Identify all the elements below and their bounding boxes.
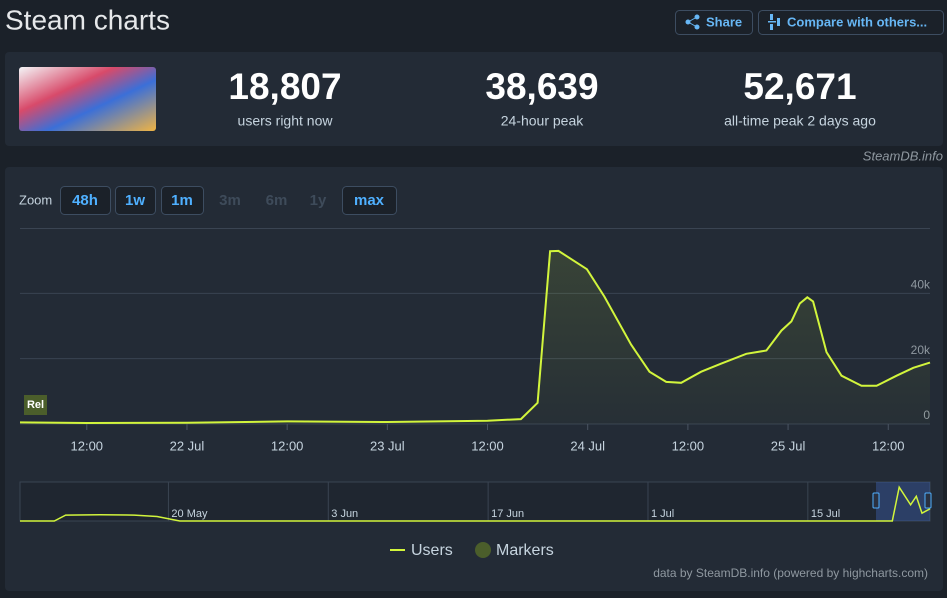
legend-label[interactable]: Users	[411, 542, 453, 559]
share-icon	[685, 14, 700, 30]
x-tick-label: 12:00	[872, 438, 905, 453]
source: SteamDB.info	[863, 148, 943, 163]
zoom-button[interactable]	[342, 186, 397, 215]
navigator-selection[interactable]	[876, 482, 930, 521]
stats-panel	[5, 52, 943, 146]
stat-value: 52,671	[743, 66, 856, 107]
navigator-tick-label: 15 Jul	[811, 508, 840, 520]
navigator-line	[20, 485, 931, 522]
share-label: Share	[706, 14, 742, 29]
zoom-button-label[interactable]: 1w	[125, 192, 145, 209]
marker-label: Rel	[27, 399, 44, 411]
navigator-tick-label: 3 Jun	[331, 508, 358, 520]
x-tick-label: 23 Jul	[370, 438, 405, 453]
area	[20, 250, 930, 424]
compare-label: Compare with others...	[787, 14, 927, 29]
credit: data by SteamDB.info (powered by highcha…	[653, 566, 928, 580]
x-tick-label: 12:00	[471, 438, 504, 453]
x-tick-label: 12:00	[672, 438, 705, 453]
x-tick-label: 12:00	[271, 438, 304, 453]
stat-label: 24-hour peak	[501, 113, 585, 129]
zoom-button-label: 1y	[310, 192, 327, 209]
zoom-button-label: 3m	[219, 192, 241, 209]
legend-symbol	[475, 542, 491, 558]
stat-label: all-time peak 2 days ago	[724, 113, 876, 129]
navigator-handle[interactable]	[872, 492, 880, 509]
zoom-button-label[interactable]: 48h	[72, 192, 98, 209]
stat-label: users right now	[238, 113, 334, 129]
navigator-tick-label: 17 Jun	[491, 508, 524, 520]
page-title: Steam charts	[5, 4, 170, 35]
stat-value: 38,639	[485, 66, 598, 107]
compare-icon	[768, 14, 780, 30]
navigator-handle[interactable]	[924, 492, 932, 509]
zoom-button[interactable]	[161, 186, 204, 215]
zoom-button-label[interactable]: max	[354, 192, 385, 209]
line	[19, 249, 931, 425]
x-tick-label: 12:00	[71, 438, 104, 453]
zoom-button-label: 6m	[266, 192, 288, 209]
legend-label[interactable]: Markers	[496, 542, 554, 559]
zoom-button[interactable]	[115, 186, 156, 215]
compare-button[interactable]	[758, 10, 944, 35]
x-tick-label: 22 Jul	[170, 438, 205, 453]
x-tick-label: 24 Jul	[570, 438, 605, 453]
y-tick-label: 40k	[911, 278, 931, 292]
navigator	[19, 481, 931, 522]
zoom-button-label[interactable]: 1m	[171, 192, 193, 209]
navigator-tick-label: 20 May	[171, 508, 208, 520]
y-tick-label: 20k	[911, 343, 931, 357]
marker-flag	[24, 395, 47, 415]
x-tick-label: 25 Jul	[771, 438, 806, 453]
zoom-button[interactable]	[60, 186, 111, 215]
game-image	[19, 67, 156, 131]
zoom-label: Zoom	[19, 192, 52, 207]
stat-value: 18,807	[228, 66, 341, 107]
navigator-tick-label: 1 Jul	[651, 508, 674, 520]
